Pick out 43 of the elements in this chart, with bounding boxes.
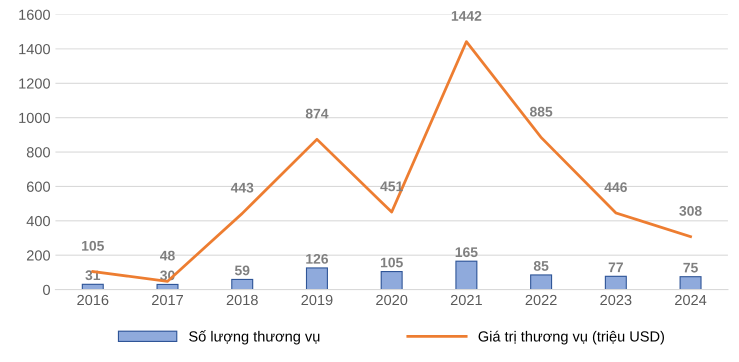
- data-label: 85: [534, 261, 548, 271]
- bar: [380, 270, 403, 290]
- data-label: 77: [608, 262, 623, 272]
- data-label: 874: [306, 108, 328, 119]
- bar: [455, 260, 478, 290]
- data-label: 126: [306, 254, 328, 264]
- x-tick-label: 2018: [226, 294, 258, 306]
- y-tick-label: 800: [26, 147, 50, 158]
- data-label: 1442: [452, 11, 482, 21]
- y-tick-label: 200: [26, 250, 50, 261]
- y-tick-label: 600: [26, 182, 50, 192]
- x-tick-label: 2020: [376, 294, 408, 306]
- y-tick-label: 1200: [19, 78, 50, 89]
- x-tick-label: 2016: [77, 294, 108, 306]
- bar: [306, 267, 328, 290]
- data-label: 446: [604, 182, 627, 192]
- data-label: 48: [160, 250, 175, 261]
- data-label: 105: [380, 258, 403, 268]
- x-tick-label: 2023: [600, 294, 632, 306]
- data-label: 165: [456, 247, 478, 258]
- bar: [604, 276, 627, 290]
- y-tick-label: 1000: [19, 112, 50, 124]
- x-tick-label: 2017: [152, 294, 183, 306]
- data-label: 75: [683, 262, 698, 273]
- data-label: 308: [679, 206, 702, 216]
- bar: [82, 284, 104, 290]
- y-tick-label: 1400: [19, 44, 50, 54]
- x-tick-label: 2024: [675, 294, 706, 306]
- legend-label: Giá trị thương vụ (triệu USD): [478, 330, 664, 344]
- bar: [231, 278, 254, 290]
- x-tick-label: 2019: [301, 294, 332, 306]
- bar: [530, 274, 552, 290]
- data-label: 443: [230, 182, 254, 193]
- data-label: 59: [234, 265, 250, 276]
- legend-label: Số lượng thương vụ: [189, 330, 320, 344]
- bar: [680, 276, 702, 290]
- y-tick-label: 0: [43, 284, 50, 296]
- y-tick-label: 400: [26, 216, 50, 226]
- y-tick-label: 1600: [19, 10, 50, 20]
- data-label: 885: [530, 106, 552, 117]
- x-tick-label: 2021: [450, 294, 482, 306]
- data-label: 105: [82, 240, 104, 251]
- x-tick-label: 2022: [526, 294, 557, 306]
